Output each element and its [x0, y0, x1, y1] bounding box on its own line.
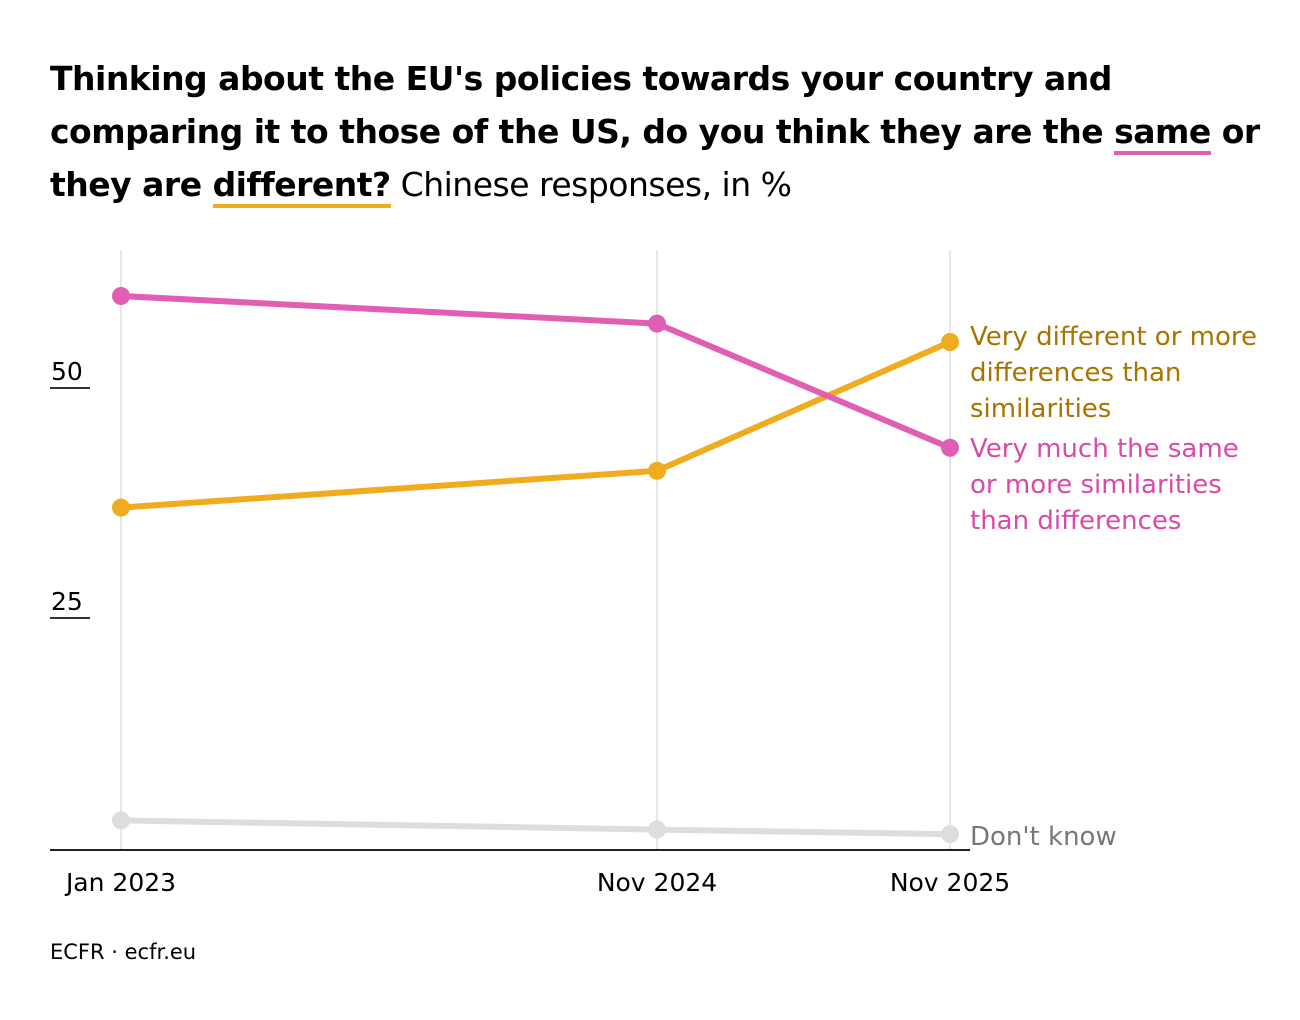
series-label: differences than	[970, 358, 1181, 388]
source-note: ECFR · ecfr.eu	[50, 940, 197, 964]
series-label: similarities	[970, 394, 1111, 424]
chart-subtitle: Chinese responses, in %	[390, 165, 792, 204]
series-line	[120, 817, 951, 838]
data-point	[941, 438, 959, 457]
y-tick-label: 25	[51, 587, 83, 616]
title-different: different?	[212, 165, 391, 208]
chart-title: Thinking about the EU's policies towards…	[50, 52, 1270, 211]
x-tick-label: Jan 2023	[64, 868, 176, 897]
title-same: same	[1114, 112, 1211, 155]
data-point	[648, 820, 666, 839]
series-label: than differences	[970, 506, 1181, 536]
series-label: Don't know	[970, 822, 1117, 852]
x-tick-label: Nov 2025	[890, 868, 1010, 897]
x-tick-label: Nov 2024	[597, 868, 717, 897]
data-point	[112, 498, 130, 517]
series-label: or more similarities	[970, 470, 1222, 500]
series-label: Very much the same	[970, 434, 1239, 464]
data-point	[648, 314, 666, 333]
data-point	[941, 825, 959, 844]
data-point	[112, 287, 130, 305]
data-point	[941, 333, 959, 351]
title-part2: or they are	[50, 112, 1260, 204]
data-point	[648, 461, 666, 480]
y-tick-label: 50	[51, 357, 83, 386]
series-label: Very different or more	[970, 322, 1257, 352]
series-line	[120, 339, 952, 511]
series-line	[120, 293, 952, 451]
data-point	[112, 811, 130, 830]
title-part1: Thinking about the EU's policies towards…	[50, 59, 1115, 151]
